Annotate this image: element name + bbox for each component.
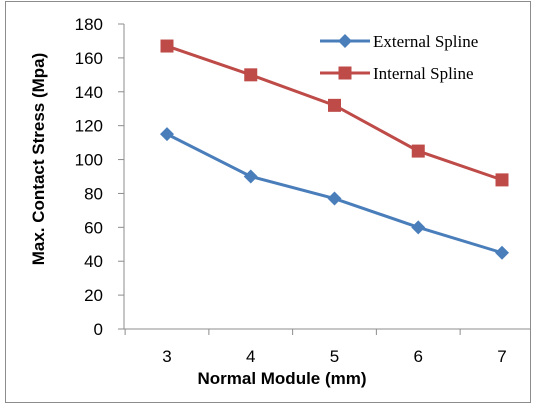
y-axis-title: Max. Contact Stress (Mpa) xyxy=(29,53,48,266)
y-tick-label: 20 xyxy=(84,286,103,305)
legend-marker xyxy=(338,34,352,48)
series-1 xyxy=(160,127,509,260)
y-tick-label: 40 xyxy=(84,252,103,271)
legend-label: External Spline xyxy=(373,32,478,51)
legend-marker xyxy=(338,66,352,80)
y-tick-label: 60 xyxy=(84,218,103,237)
x-tick-label: 7 xyxy=(497,347,506,366)
x-axis-tick-labels: 3 4 5 6 7 xyxy=(162,347,506,366)
x-axis-title: Normal Module (mm) xyxy=(197,369,366,388)
y-axis-ticks xyxy=(118,23,124,330)
x-tick-label: 4 xyxy=(246,347,255,366)
data-point xyxy=(411,220,426,235)
legend-item: External Spline xyxy=(320,32,478,51)
data-point xyxy=(160,127,174,142)
y-tick-label: 140 xyxy=(75,83,103,102)
y-tick-label: 100 xyxy=(75,151,103,170)
data-point xyxy=(243,169,258,184)
x-tick-label: 5 xyxy=(330,347,339,366)
data-point xyxy=(495,245,509,260)
y-tick-label: 0 xyxy=(94,320,103,339)
y-tick-label: 160 xyxy=(75,49,103,68)
data-point xyxy=(160,39,174,53)
legend: External Spline Internal Spline xyxy=(320,32,478,83)
data-point xyxy=(411,144,425,158)
data-point xyxy=(495,173,509,187)
series-layer xyxy=(160,39,509,260)
y-axis-tick-labels: 0 20 40 60 80 100 120 140 160 180 xyxy=(75,15,103,339)
x-axis-ticks xyxy=(124,329,461,335)
data-point xyxy=(328,98,341,112)
y-tick-label: 180 xyxy=(75,15,103,34)
y-tick-label: 80 xyxy=(84,184,103,203)
legend-item: Internal Spline xyxy=(320,64,474,83)
x-tick-label: 3 xyxy=(162,347,171,366)
x-tick-label: 6 xyxy=(414,347,423,366)
legend-label: Internal Spline xyxy=(373,64,474,83)
series-2 xyxy=(160,39,509,187)
chart-frame xyxy=(5,1,531,403)
data-point xyxy=(244,68,258,82)
data-point xyxy=(327,191,342,206)
y-tick-label: 120 xyxy=(75,117,103,136)
